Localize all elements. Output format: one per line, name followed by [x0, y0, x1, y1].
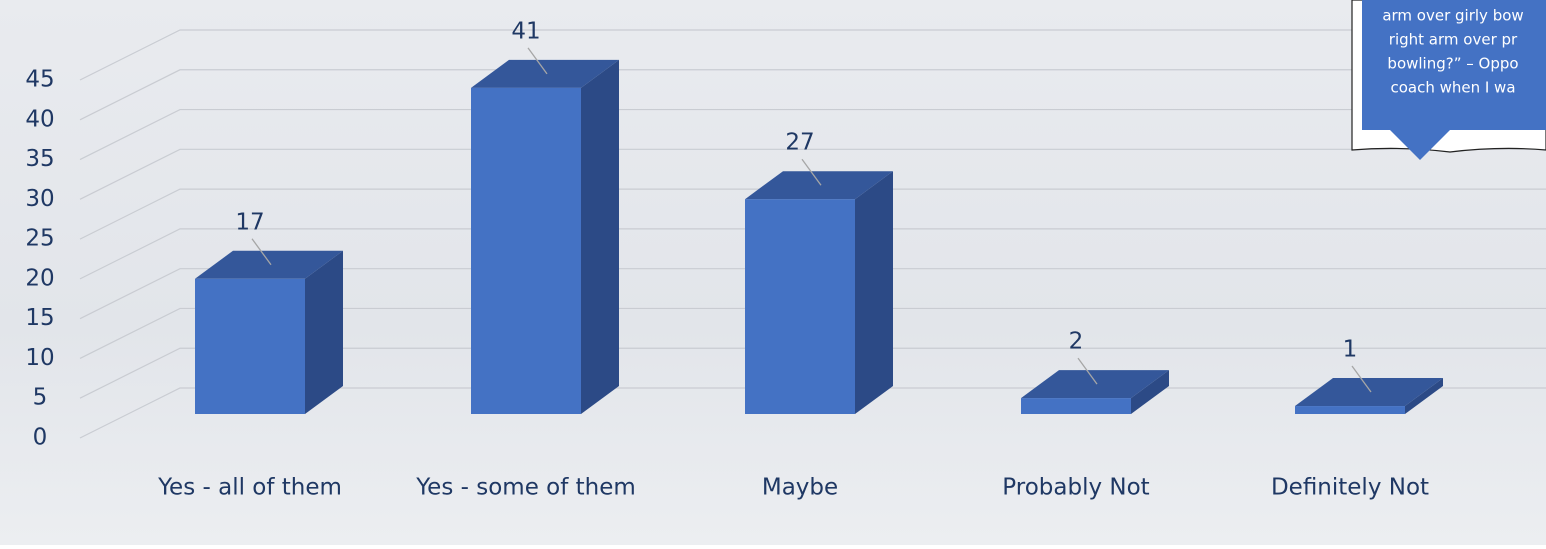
callout-line: arm over girly bow	[1382, 7, 1523, 25]
label-leader	[251, 238, 272, 266]
bar-side	[581, 59, 619, 414]
x-tick-label: Yes - some of them	[415, 475, 636, 501]
data-label: 1	[1343, 337, 1358, 363]
bar-top	[195, 250, 343, 279]
grid-line	[79, 268, 1546, 320]
bar	[1295, 406, 1405, 414]
bar-top	[745, 171, 893, 200]
callout-bubble	[1362, 0, 1546, 160]
bar-top	[471, 59, 619, 88]
grid-line	[79, 347, 1546, 399]
grid-line	[79, 69, 1546, 121]
grid-line	[79, 29, 1546, 81]
y-tick-label: 40	[25, 106, 54, 132]
bar-side	[305, 250, 343, 414]
x-tick-label: Maybe	[762, 475, 838, 501]
data-label: 41	[511, 18, 540, 44]
bar-top	[1021, 370, 1169, 399]
grid-line	[79, 228, 1546, 280]
callout-text: arm over girly bow right arm over pr bowli…	[1382, 7, 1523, 97]
y-tick-label: 45	[25, 67, 54, 93]
label-leader	[801, 158, 822, 186]
label-leader	[1351, 365, 1372, 393]
grid-line	[79, 148, 1546, 200]
bar	[195, 278, 305, 414]
x-tick-label: Yes - all of them	[157, 475, 342, 501]
data-label: 2	[1069, 329, 1084, 355]
y-tick-label: 25	[25, 226, 54, 252]
x-tick-label: Definitely Not	[1271, 475, 1429, 501]
bar	[471, 87, 581, 415]
grid-line	[79, 307, 1546, 359]
x-tick-label: Probably Not	[1002, 475, 1149, 501]
y-tick-label: 0	[33, 425, 48, 451]
y-tick-label: 5	[33, 385, 48, 411]
callout	[1351, 0, 1546, 160]
data-label: 27	[785, 130, 814, 156]
bar-top	[1295, 378, 1443, 407]
label-leader	[1077, 357, 1098, 385]
label-leader	[527, 47, 548, 75]
y-tick-label: 30	[25, 186, 54, 212]
y-tick-label: 35	[25, 146, 54, 172]
bar	[1021, 398, 1131, 414]
y-tick-label: 20	[25, 265, 54, 291]
bar	[745, 199, 855, 414]
grid-line	[79, 108, 1546, 161]
data-label: 17	[235, 209, 264, 235]
bar-side	[855, 171, 893, 414]
bars: Yes - all of them 17 Yes - some of them 41 M…	[157, 18, 1443, 501]
callout-line: right arm over pr	[1389, 31, 1518, 49]
grid-line	[79, 188, 1546, 240]
y-tick-label: 10	[25, 345, 54, 371]
y-tick-label: 15	[25, 305, 54, 331]
callout-line: bowling?” – Oppo	[1387, 55, 1518, 73]
bar-side	[1405, 378, 1443, 414]
bar-side	[1131, 370, 1169, 414]
callout-line: coach when I wa	[1390, 79, 1515, 97]
